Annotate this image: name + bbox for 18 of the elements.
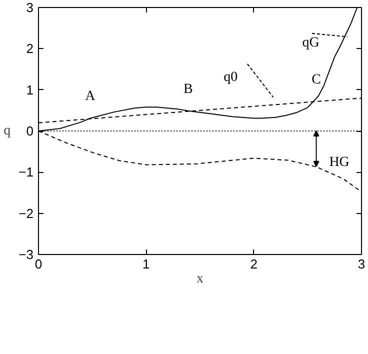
y-tick-label: −3 [18, 247, 34, 262]
y-tick-label: 0 [26, 124, 34, 138]
annotation: q0 [224, 70, 238, 85]
x-tick-label: 3 [358, 256, 366, 272]
y-tick-label: −1 [18, 164, 34, 180]
x-tick-label: 2 [250, 256, 258, 272]
annotation: HG [329, 155, 350, 170]
y-tick-label: −2 [18, 206, 34, 221]
annotation: C [312, 72, 321, 88]
y-axis-title: q [4, 124, 11, 138]
annotation: A [85, 89, 96, 104]
y-tick-label: 2 [26, 41, 34, 56]
annotation: B [183, 82, 193, 97]
x-tick-label: 1 [142, 256, 150, 272]
annotation: qG [302, 36, 320, 51]
x-axis-title: x [196, 272, 204, 286]
y-tick-label: 1 [26, 82, 34, 98]
y-tick-label: 3 [26, 0, 34, 15]
